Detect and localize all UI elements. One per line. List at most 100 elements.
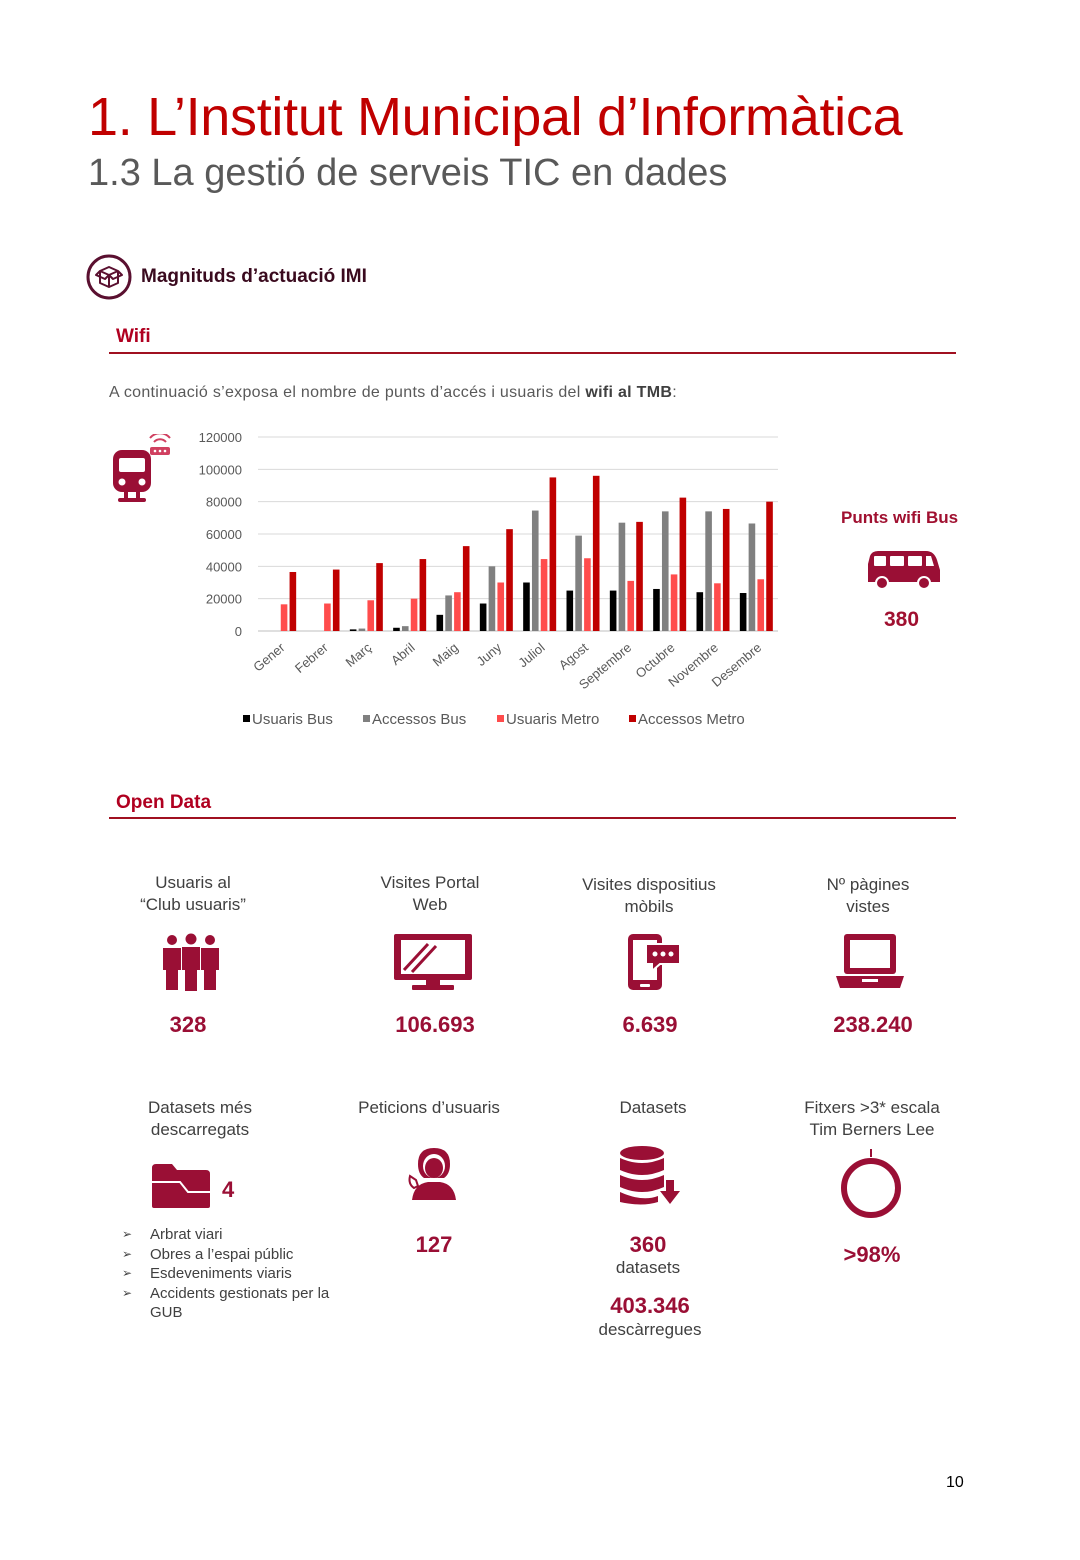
bar: [653, 588, 660, 631]
bar: [410, 598, 418, 631]
stat-value-mobile: 6.639: [622, 1012, 678, 1037]
bar: [609, 590, 617, 631]
bar: [523, 582, 530, 631]
bar: [401, 626, 409, 631]
section-label: Magnituds d’actuació IMI: [141, 266, 367, 287]
legend-label: Accessos Metro: [638, 711, 745, 728]
bar: [696, 592, 704, 631]
stat-sub-downloads: descàrregues: [598, 1320, 702, 1339]
legend-label: Accessos Bus: [372, 711, 466, 728]
bar: [506, 529, 513, 631]
bar: [376, 563, 383, 631]
list-item: Esdeveniments viaris: [122, 1264, 352, 1284]
stat-sub-datasets: datasets: [615, 1258, 681, 1277]
bar: [332, 569, 340, 631]
legend-swatch: [629, 715, 636, 722]
legend-label: Usuaris Bus: [252, 711, 333, 728]
punts-wifi-value: 380: [884, 608, 920, 631]
stat-value-datasets-desc: 4: [222, 1177, 235, 1202]
x-tick-label: Juny: [474, 639, 505, 668]
bar: [445, 595, 452, 631]
stat-value-fitxers: >98%: [843, 1242, 901, 1267]
bar: [324, 603, 331, 631]
bar: [661, 511, 669, 631]
bar: [757, 579, 765, 631]
legend-swatch: [363, 715, 370, 722]
legend-label: Usuaris Metro: [506, 711, 599, 728]
bar: [419, 559, 427, 631]
list-item: Obres a l’espai públic: [122, 1245, 352, 1265]
bar: [748, 523, 756, 631]
open-data-heading: Open Data: [116, 792, 212, 813]
laptop-icon: [836, 934, 904, 988]
bar: [627, 580, 635, 631]
bar: [566, 590, 574, 631]
y-tick-label: 60000: [206, 527, 242, 542]
stat-value-datasets: 360: [629, 1232, 667, 1257]
folder-icon: [152, 1164, 210, 1208]
bar: [531, 510, 539, 631]
bar: [349, 629, 357, 631]
van-icon: [868, 551, 940, 590]
stat-value-club: 328: [169, 1012, 207, 1037]
x-tick-label: Març: [342, 639, 374, 669]
bar: [722, 508, 730, 631]
list-item: Arbrat viari: [122, 1225, 352, 1245]
legend-swatch: [497, 715, 504, 722]
x-tick-label: Juliol: [515, 640, 547, 671]
bar: [584, 558, 591, 631]
y-tick-label: 120000: [199, 430, 242, 445]
x-tick-label: Gener: [250, 639, 288, 674]
open-data-divider: [109, 817, 956, 819]
bar: [488, 566, 496, 631]
wifi-chart: 0 20000 40000 60000 80000 100000 120000 Gener F…: [199, 430, 778, 728]
bar: [393, 627, 400, 631]
bar: [618, 522, 626, 631]
datasets-list: Arbrat viari Obres a l’espai públic Esde…: [122, 1225, 352, 1323]
box-icon: [86, 254, 132, 300]
bar: [592, 475, 600, 631]
stat-value-peticions: 127: [415, 1232, 453, 1257]
list-item: Accidents gestionats per la GUB: [122, 1284, 352, 1323]
stat-label-mobile: Visites dispositius mòbils: [582, 875, 716, 916]
bar: [454, 592, 461, 631]
bar: [462, 546, 470, 631]
bar: [280, 604, 288, 631]
bar: [670, 574, 678, 631]
bar: [436, 614, 444, 631]
y-tick-label: 20000: [206, 592, 242, 607]
mobile-icon: [628, 934, 681, 990]
wifi-divider: [109, 352, 956, 354]
bar: [705, 511, 712, 631]
stat-value-downloads: 403.346: [610, 1293, 690, 1318]
wifi-intro: A continuació s’exposa el nombre de punt…: [109, 384, 677, 401]
stat-value-portal: 106.693: [395, 1012, 475, 1037]
bar: [549, 477, 557, 631]
y-tick-label: 40000: [206, 559, 242, 574]
bar: [636, 521, 643, 631]
database-download-icon: [620, 1146, 680, 1205]
y-tick-label: 100000: [199, 462, 242, 477]
stat-label-club: Usuaris al “Club usuaris”: [140, 873, 246, 914]
wifi-heading: Wifi: [116, 326, 151, 347]
bar: [479, 603, 487, 631]
bar: [367, 600, 375, 631]
stat-value-pages: 238.240: [833, 1012, 913, 1037]
stat-label-datasets-desc: Datasets més descarregats: [148, 1098, 252, 1139]
bar: [540, 559, 548, 631]
stat-label-peticions: Peticions d’usuaris: [358, 1098, 500, 1117]
users-icon: [163, 933, 219, 991]
bar: [497, 582, 505, 631]
x-tick-label: Maig: [430, 640, 461, 670]
x-tick-label: Abril: [388, 640, 418, 668]
x-tick-label: Agost: [556, 640, 591, 673]
legend-swatch: [243, 715, 250, 722]
bar: [714, 583, 721, 631]
donut-icon: [841, 1149, 901, 1218]
bar: [575, 535, 582, 631]
y-tick-label: 80000: [206, 495, 242, 510]
train-wifi-icon: [113, 434, 171, 502]
x-tick-label: Febrer: [292, 639, 331, 676]
y-tick-label: 0: [235, 624, 242, 639]
stat-label-pages: Nº pàgines vistes: [826, 875, 910, 916]
